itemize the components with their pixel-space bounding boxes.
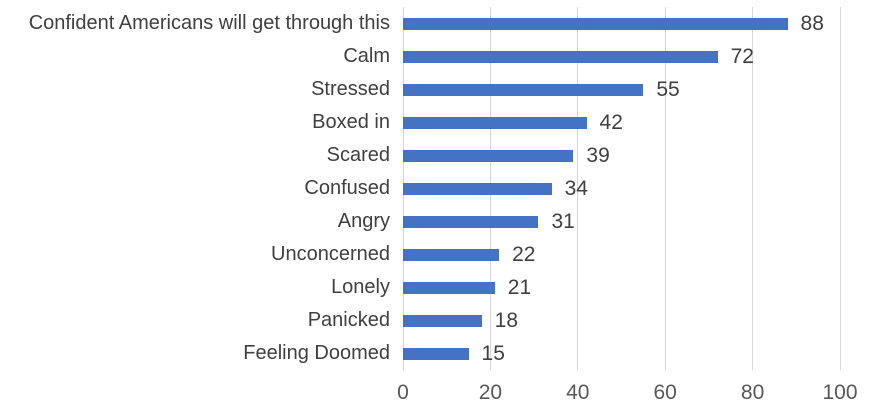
value-label: 72	[730, 45, 754, 68]
category-label: Unconcerned	[271, 243, 390, 265]
x-tick-label: 100	[822, 381, 858, 404]
value-label: 21	[507, 276, 532, 299]
category-label: Stressed	[311, 78, 390, 100]
x-tick-label: 40	[566, 381, 590, 404]
bar	[403, 83, 644, 96]
value-label: 42	[599, 111, 623, 134]
value-label: 18	[494, 309, 519, 332]
value-label: 31	[551, 210, 575, 233]
category-label: Angry	[337, 210, 390, 232]
category-axis: Confident Americans will get through thi…	[0, 7, 403, 370]
bar-row: 72	[403, 40, 840, 73]
bar-row: 15	[403, 337, 840, 370]
x-tick-label: 0	[397, 381, 409, 404]
category-label: Confused	[304, 177, 390, 199]
value-label: 39	[586, 144, 610, 167]
bar	[403, 314, 482, 327]
bar-row: 18	[403, 304, 840, 337]
value-label: 88	[800, 12, 824, 35]
gridline	[577, 7, 579, 370]
bar-row: 42	[403, 106, 840, 139]
bar	[403, 215, 539, 228]
chart-main-area: Confident Americans will get through thi…	[0, 7, 841, 370]
value-label: 34	[564, 177, 588, 200]
value-label: 15	[481, 342, 505, 365]
bar-row: 22	[403, 238, 840, 271]
x-tick-label: 60	[653, 381, 677, 404]
plot-area: 88 72 55 42 39 34 31 22 21 18 15	[402, 7, 841, 370]
bar	[403, 17, 788, 30]
bar	[403, 347, 469, 360]
bar	[403, 50, 718, 63]
bar-row: 31	[403, 205, 840, 238]
bar-row: 34	[403, 172, 840, 205]
category-label: Panicked	[307, 309, 390, 331]
bar-row: 88	[403, 7, 840, 40]
bar-row: 21	[403, 271, 840, 304]
x-tick-label: 20	[478, 381, 503, 404]
x-axis: 0 20 40 60 80 100	[397, 370, 857, 412]
bar	[403, 248, 500, 261]
bar	[403, 116, 587, 129]
gridline	[839, 7, 841, 370]
category-label: Calm	[343, 45, 390, 67]
gridline	[664, 7, 666, 370]
category-label: Scared	[326, 144, 390, 166]
bar-row: 55	[403, 73, 840, 106]
category-label: Boxed in	[312, 111, 390, 133]
value-label: 55	[656, 78, 680, 101]
bar-row: 39	[403, 139, 840, 172]
x-tick-label: 80	[740, 381, 765, 404]
bar	[403, 182, 552, 195]
bar	[403, 281, 495, 294]
bar-rows: 88 72 55 42 39 34 31 22 21 18 15	[403, 7, 840, 370]
category-label: Lonely	[331, 276, 390, 298]
category-label: Feeling Doomed	[243, 342, 390, 364]
value-label: 22	[512, 243, 536, 266]
bar	[403, 149, 574, 162]
category-label: Confident Americans will get through thi…	[28, 12, 390, 34]
gridline	[752, 7, 754, 370]
